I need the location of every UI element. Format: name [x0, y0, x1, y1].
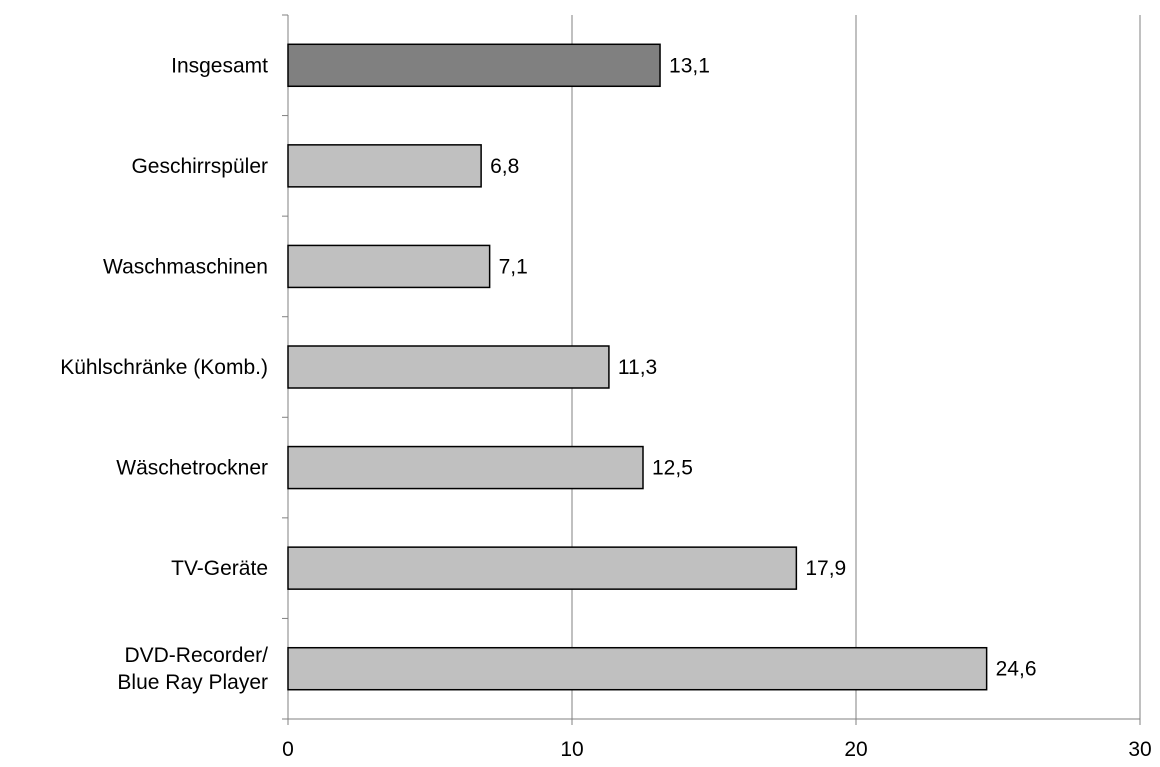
bar-1 — [287, 144, 482, 188]
value-label-0: 13,1 — [669, 54, 710, 77]
x-tick-label-2: 20 — [844, 738, 867, 761]
category-label-line: Kühlschränke (Komb.) — [60, 356, 268, 379]
bar-2 — [287, 244, 491, 289]
category-label-1: Geschirrspüler — [131, 155, 268, 178]
category-label-5: TV-Geräte — [171, 557, 268, 580]
category-label-line: Waschmaschinen — [103, 255, 268, 278]
x-tick-label-3: 30 — [1128, 738, 1151, 761]
x-tick-label-0: 0 — [282, 738, 294, 761]
value-label-1: 6,8 — [490, 155, 519, 178]
category-label-line: DVD-Recorder/ — [124, 644, 268, 667]
category-label-0: Insgesamt — [171, 54, 268, 77]
x-tick-label-1: 10 — [560, 738, 583, 761]
category-label-6: DVD-Recorder/Blue Ray Player — [117, 644, 268, 694]
value-label-5: 17,9 — [805, 557, 846, 580]
category-label-line: Blue Ray Player — [117, 671, 268, 694]
category-label-line: Wäschetrockner — [116, 457, 268, 480]
bar-5 — [287, 546, 798, 590]
value-label-6: 24,6 — [996, 658, 1037, 681]
bar-0 — [287, 43, 661, 88]
value-label-4: 12,5 — [652, 457, 693, 480]
category-label-4: Wäschetrockner — [116, 457, 268, 480]
bar-4 — [287, 445, 644, 490]
value-label-2: 7,1 — [499, 255, 528, 278]
category-label-3: Kühlschränke (Komb.) — [60, 356, 268, 379]
bar-3 — [287, 345, 610, 389]
category-label-line: Geschirrspüler — [131, 155, 268, 178]
category-label-line: Insgesamt — [171, 54, 268, 77]
value-label-3: 11,3 — [618, 356, 657, 379]
category-label-line: TV-Geräte — [171, 557, 268, 580]
bar-6 — [287, 646, 988, 691]
category-label-2: Waschmaschinen — [103, 255, 268, 278]
